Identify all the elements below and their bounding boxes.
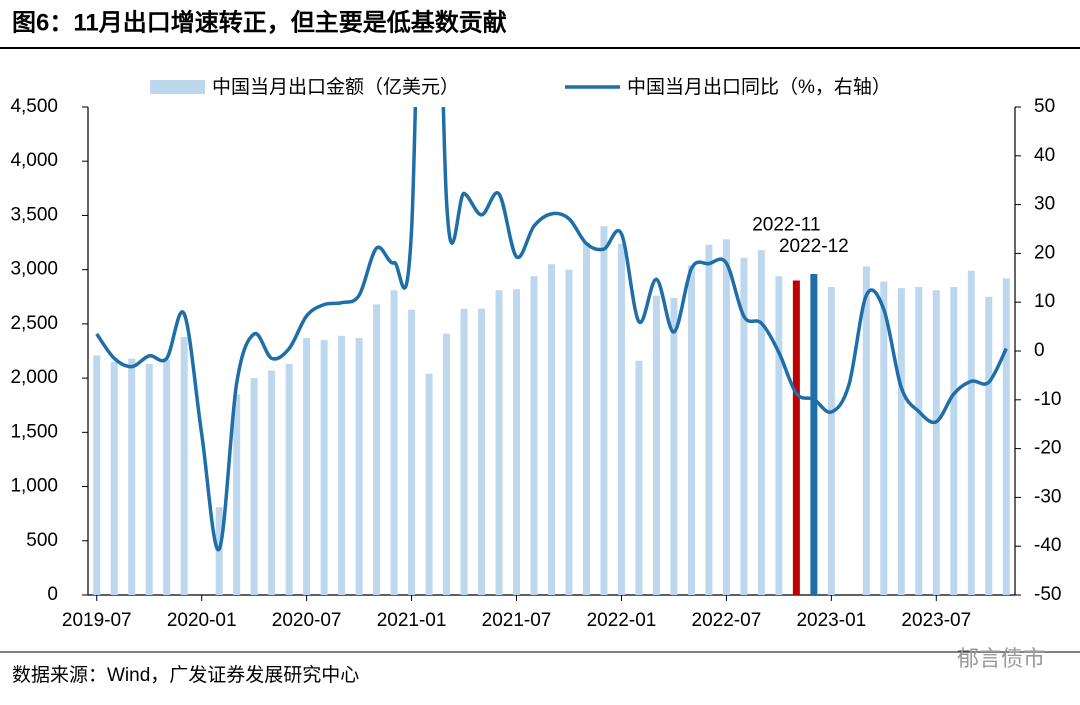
y-tick-label: 1,000	[10, 476, 58, 497]
y-tick-label: 3,000	[10, 259, 58, 280]
bar	[285, 364, 293, 595]
legend-swatch	[150, 80, 205, 94]
bar	[862, 266, 870, 595]
y2-tick-label: 0	[1034, 340, 1045, 361]
bar	[355, 337, 363, 595]
bar	[180, 336, 188, 595]
bar	[250, 378, 258, 595]
bar	[443, 333, 451, 595]
bar	[145, 364, 153, 595]
bar	[985, 296, 993, 595]
y2-tick-label: 20	[1034, 242, 1055, 263]
bar	[705, 244, 713, 595]
bar	[548, 264, 555, 595]
y-tick-label: 3,500	[10, 204, 58, 225]
bar	[652, 295, 660, 595]
bar	[320, 340, 328, 595]
bar	[617, 243, 625, 595]
bar	[478, 308, 486, 595]
bar	[373, 304, 381, 595]
x-tick-label: 2019-07	[62, 610, 132, 631]
watermark: 郁言债市	[957, 646, 1045, 671]
y-tick-label: 0	[47, 584, 58, 605]
bar	[757, 250, 765, 595]
chart-title: 图6：11月出口增速转正，但主要是低基数贡献	[12, 8, 507, 36]
y-tick-label: 2,000	[10, 367, 58, 388]
y-tick-label: 500	[26, 530, 58, 551]
bar	[670, 297, 678, 595]
y-tick-label: 4,000	[10, 150, 58, 171]
bar	[530, 276, 538, 595]
y2-tick-label: 10	[1034, 291, 1055, 312]
y-tick-label: 4,500	[10, 96, 58, 117]
bar	[897, 288, 905, 595]
bar	[600, 226, 608, 595]
bar	[303, 337, 311, 595]
bar	[582, 242, 590, 595]
y2-tick-label: 30	[1034, 194, 1055, 215]
y2-tick-label: 50	[1034, 96, 1055, 117]
bar	[233, 394, 241, 595]
bar	[792, 280, 800, 595]
bar	[950, 287, 958, 595]
source-note: 数据来源：Wind，广发证券发展研究中心	[12, 664, 359, 686]
bar	[1002, 278, 1010, 595]
bar	[827, 287, 835, 595]
bar	[635, 360, 643, 595]
y2-tick-label: 40	[1034, 145, 1055, 166]
bar	[495, 290, 503, 595]
bar	[775, 276, 783, 595]
y2-tick-label: -10	[1034, 389, 1061, 410]
x-tick-label: 2022-07	[692, 610, 762, 631]
bar	[740, 257, 748, 595]
line	[95, 107, 1008, 552]
y-tick-label: 1,500	[10, 421, 58, 442]
y2-tick-label: -20	[1034, 438, 1061, 459]
x-tick-label: 2020-01	[167, 610, 237, 631]
bar	[932, 290, 940, 595]
y-tick-label: 2,500	[10, 313, 58, 334]
x-tick-label: 2023-01	[796, 610, 866, 631]
bar	[565, 269, 573, 595]
bar	[268, 370, 276, 595]
bar	[110, 361, 118, 595]
bar	[163, 359, 171, 595]
bar	[93, 355, 101, 595]
x-tick-label: 2021-01	[377, 610, 447, 631]
bar	[915, 287, 923, 595]
y2-tick-label: -40	[1034, 535, 1061, 556]
bar	[128, 358, 136, 595]
bar	[880, 281, 888, 595]
legend-label: 中国当月出口同比（%，右轴）	[627, 76, 891, 98]
legend-label: 中国当月出口金额（亿美元）	[212, 76, 459, 98]
annotation: 2022-11	[752, 215, 820, 236]
x-tick-label: 2021-07	[482, 610, 552, 631]
bar	[425, 373, 433, 595]
bar	[513, 289, 521, 595]
y2-tick-label: -30	[1034, 486, 1061, 507]
bar	[408, 309, 416, 595]
x-tick-label: 2020-07	[272, 610, 342, 631]
bar	[460, 308, 468, 595]
x-tick-label: 2022-01	[587, 610, 657, 631]
bar	[687, 265, 695, 595]
bar	[722, 239, 730, 595]
bar	[967, 270, 975, 595]
x-tick-label: 2023-07	[901, 610, 971, 631]
bar	[390, 290, 398, 595]
plot-area	[93, 107, 1010, 595]
bar	[338, 335, 346, 595]
annotation: 2022-12	[779, 236, 849, 257]
bar	[810, 274, 818, 595]
y2-tick-label: -50	[1034, 584, 1061, 605]
